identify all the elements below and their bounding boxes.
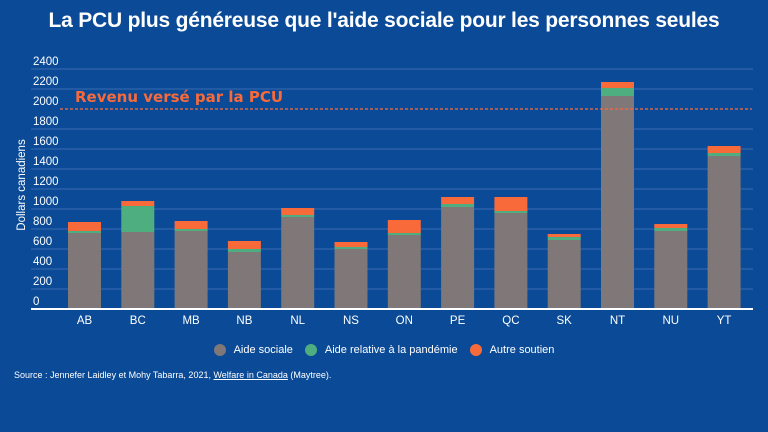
bar-nl-series-1[interactable] [281,215,315,217]
legend-item-autre-soutien[interactable]: Autre soutien [469,344,555,356]
bar-ns-series-1[interactable] [334,247,368,249]
bar-ns-series-0[interactable] [334,249,368,309]
bar-mb-series-1[interactable] [174,229,208,231]
bar-pe-series-0[interactable] [441,207,475,309]
x-tick-label: NB [236,315,252,327]
x-tick-label: QC [502,315,519,327]
x-tick-label: PE [450,315,466,327]
bar-on-series-2[interactable] [387,220,421,233]
bar-bc-series-1[interactable] [121,206,155,232]
bar-yt-series-2[interactable] [707,146,741,153]
bar-yt-series-1[interactable] [707,153,741,156]
x-tick-label: NL [290,315,305,327]
x-tick-label: NT [610,315,625,327]
bar-ab-series-0[interactable] [68,233,101,309]
y-axis-ticks: 0 200 400 600 800 1000 1200 1400 1600 1800 2000 220… [33,56,59,308]
y-tick-label: 400 [33,256,52,268]
x-tick-label: MB [182,315,200,327]
x-tick-label: BC [130,315,146,327]
bar-bc-series-2[interactable] [121,201,155,206]
bar-ab-series-1[interactable] [68,231,101,233]
chart-title: La PCU plus généreuse que l'aide sociale… [48,9,720,32]
bar-nl-series-0[interactable] [281,217,315,309]
bar-qc-series-0[interactable] [494,213,528,309]
bar-sk-series-1[interactable] [547,237,581,240]
legend-dot-icon [213,344,226,356]
source-prefix: Source : Jennefer Laidley et Mohy Tabarr… [14,370,214,380]
bar-nt-series-2[interactable] [601,82,634,88]
bar-mb-series-0[interactable] [174,231,208,309]
bar-ab-series-2[interactable] [68,222,101,231]
x-tick-label: SK [557,315,573,327]
y-tick-label: 600 [33,236,52,248]
bar-on-series-1[interactable] [387,233,421,235]
legend-dot-icon [469,344,482,356]
bar-bc-series-0[interactable] [121,232,155,309]
bar-pe-series-1[interactable] [441,204,475,207]
bar-qc-series-1[interactable] [494,211,528,213]
bar-ns-series-2[interactable] [334,242,368,247]
x-tick-label: YT [717,315,732,327]
source-note: Source : Jennefer Laidley et Mohy Tabarr… [14,370,331,380]
bar-sk-series-0[interactable] [547,240,581,309]
x-tick-label: NU [662,315,679,327]
legend: Aide sociale Aide relative à la pandémie… [0,344,768,356]
legend-item-aide-sociale[interactable]: Aide sociale [213,344,293,356]
bar-mb-series-2[interactable] [174,221,208,229]
bar-nl-series-2[interactable] [281,208,315,215]
bar-pe-series-2[interactable] [441,197,475,204]
legend-label: Autre soutien [489,344,555,356]
bar-on-series-0[interactable] [387,235,421,309]
y-tick-label: 1200 [33,176,59,188]
y-tick-label: 1000 [33,196,59,208]
bars [68,82,741,309]
x-tick-label: NS [343,315,359,327]
bar-nu-series-0[interactable] [654,231,688,309]
bar-yt-series-0[interactable] [707,156,741,309]
bar-nu-series-2[interactable] [654,224,688,228]
y-axis-label: Dollars canadiens [16,139,28,231]
bar-nt-series-1[interactable] [601,88,634,96]
y-tick-label: 2000 [33,96,59,108]
x-axis-ticks: AB BC MB NB NL NS ON PE QC SK NT NU YT [77,315,732,327]
y-tick-label: 1800 [33,116,59,128]
bar-nb-series-2[interactable] [227,241,261,249]
legend-item-aide-pandemie[interactable]: Aide relative à la pandémie [304,344,458,356]
x-tick-label: ON [396,315,413,327]
y-tick-label: 200 [33,276,52,288]
y-tick-label: 0 [33,296,39,308]
y-tick-label: 1400 [33,156,59,168]
legend-label: Aide relative à la pandémie [324,344,458,356]
y-tick-label: 800 [33,216,52,228]
bar-nu-series-1[interactable] [654,228,688,231]
y-tick-label: 2400 [33,56,59,68]
y-tick-label: 1600 [33,136,59,148]
bar-qc-series-2[interactable] [494,197,528,211]
legend-label: Aide sociale [233,344,293,356]
y-tick-label: 2200 [33,76,59,88]
bar-sk-series-2[interactable] [547,234,581,237]
bar-nb-series-0[interactable] [227,252,261,309]
source-link[interactable]: Welfare in Canada [213,370,288,380]
source-suffix: (Maytree). [287,370,332,380]
bar-nt-series-0[interactable] [601,96,634,309]
legend-dot-icon [304,344,317,356]
reference-line-label: Revenu versé par la PCU [75,88,283,106]
bar-nb-series-1[interactable] [227,249,261,252]
x-tick-label: AB [77,315,93,327]
